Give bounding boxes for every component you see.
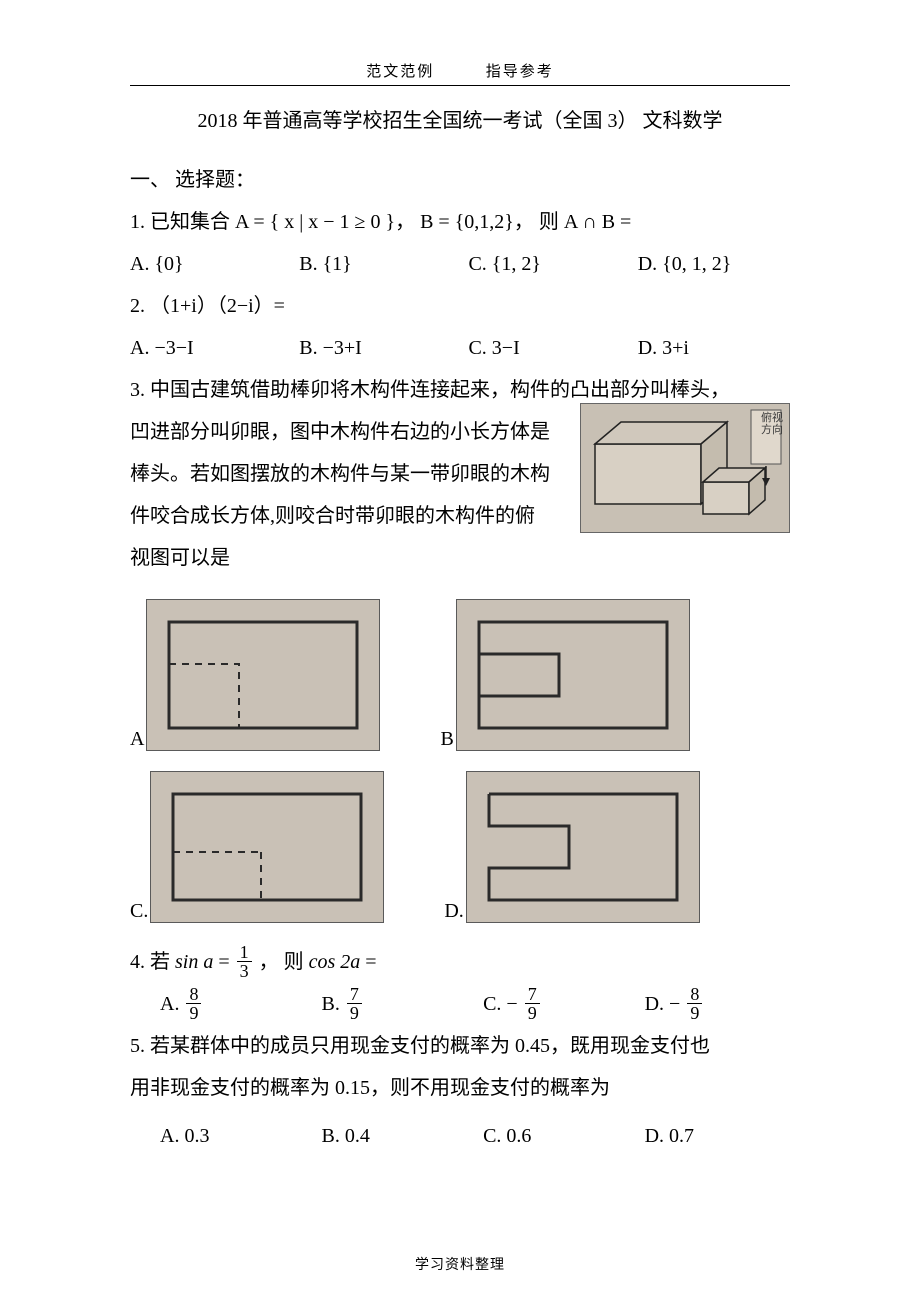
q4-frac1-n: 1 xyxy=(237,943,252,962)
q3-label-d: D. xyxy=(444,900,463,923)
q1-prefix: 1. 已知集合 xyxy=(130,211,235,233)
q4-cos: cos 2a xyxy=(309,951,361,973)
q1-tail: 则 A ∩ B = xyxy=(539,211,631,233)
q3-label-b: B xyxy=(440,728,453,751)
q3-label-a: A xyxy=(130,728,144,751)
page: 范文范例 指导参考 2018 年普通高等学校招生全国统一考试（全国 3） 文科数… xyxy=(0,0,920,1302)
q3-block: 3. 中国古建筑借助棒卯将木构件连接起来，构件的凸出部分叫棒头， 凹进部分叫卯眼… xyxy=(130,369,790,579)
q2-opt-c: C. 3−I xyxy=(468,327,637,369)
q4-opt-a-label: A. xyxy=(160,993,179,1015)
q4-b-n: 7 xyxy=(347,985,362,1004)
q2-opt-a: A. −3−I xyxy=(130,327,299,369)
page-header: 范文范例 指导参考 xyxy=(130,60,790,86)
q4-tail: = xyxy=(365,951,376,973)
q1-stem: 1. 已知集合 A = { x | x − 1 ≥ 0 }， B = {0,1,… xyxy=(130,201,790,243)
q5-opt-d: D. 0.7 xyxy=(645,1115,790,1157)
q1-opt-c: C. {1, 2} xyxy=(468,243,637,285)
q3-thumb-b xyxy=(456,599,690,751)
q2-stem: 2. （1+i）（2−i）= xyxy=(130,285,790,327)
q3-l5: 视图可以是 xyxy=(130,537,570,579)
q5-opt-c: C. 0.6 xyxy=(483,1115,645,1157)
q4-opt-d-label: D. xyxy=(645,993,664,1015)
q3-l2: 凹进部分叫卯眼，图中木构件右边的小长方体是 xyxy=(130,411,570,453)
q4-a-d: 9 xyxy=(186,1004,201,1022)
q3-thumb-a xyxy=(146,599,380,751)
q1-opt-b: B. {1} xyxy=(299,243,468,285)
q4-d-d: 9 xyxy=(687,1004,702,1022)
q4-options: A. 8 9 B. 7 9 C. − 7 9 D. − 8 xyxy=(130,983,790,1025)
q4-opt-c: C. − 7 9 xyxy=(483,983,645,1025)
q1-setA: A = { x | x − 1 ≥ 0 }， xyxy=(235,211,415,233)
q4-a-n: 8 xyxy=(186,985,201,1004)
q5-l2: 用非现金支付的概率为 0.15，则不用现金支付的概率为 xyxy=(130,1067,790,1109)
q4-stem: 4. 若 sin a = 1 3 ， 则 cos 2a = xyxy=(130,941,790,983)
page-footer: 学习资料整理 xyxy=(0,1254,920,1274)
q4-sin: sin a xyxy=(175,951,213,973)
q4-mid: ， 则 xyxy=(259,951,309,973)
q4-prefix: 4. 若 xyxy=(130,951,175,973)
q5-opt-b: B. 0.4 xyxy=(322,1115,484,1157)
q3-choice-d: D. xyxy=(444,771,699,923)
q3-l3: 棒头。若如图摆放的木构件与某一带卯眼的木构 xyxy=(130,453,570,495)
q3-thumb-c xyxy=(150,771,384,923)
section-heading: 一、 选择题： xyxy=(130,159,790,201)
q4-d-n: 8 xyxy=(687,985,702,1004)
q5-l1: 5. 若某群体中的成员只用现金支付的概率为 0.45，既用现金支付也 xyxy=(130,1025,790,1067)
q1-setB: B = {0,1,2}， xyxy=(420,211,534,233)
q4-c-d: 9 xyxy=(525,1004,540,1022)
header-left: 范文范例 xyxy=(366,64,434,80)
q3-l4: 件咬合成长方体,则咬合时带卯眼的木构件的俯 xyxy=(130,495,570,537)
q3-choices-row1: A B xyxy=(130,599,790,751)
q3-figure: 俯视方向 xyxy=(580,403,790,533)
exam-title: 2018 年普通高等学校招生全国统一考试（全国 3） 文科数学 xyxy=(130,104,790,133)
q4-opt-c-label: C. xyxy=(483,993,501,1015)
q5-opt-a: A. 0.3 xyxy=(160,1115,322,1157)
q2-options: A. −3−I B. −3+I C. 3−I D. 3+i xyxy=(130,327,790,369)
q3-choices-row2: C. D. xyxy=(130,771,790,923)
q3-thumb-d xyxy=(466,771,700,923)
q1-opt-a: A. {0} xyxy=(130,243,299,285)
q4-eq: = xyxy=(218,951,234,973)
header-right: 指导参考 xyxy=(486,64,554,80)
q3-choice-c: C. xyxy=(130,771,384,923)
q4-frac1: 1 3 xyxy=(237,943,252,980)
q4-b-d: 9 xyxy=(347,1004,362,1022)
q4-opt-d: D. − 8 9 xyxy=(645,983,790,1025)
q3-choice-a: A xyxy=(130,599,380,751)
q4-opt-a: A. 8 9 xyxy=(160,983,322,1025)
q4-opt-a-frac: 8 9 xyxy=(186,985,201,1022)
q5-options: A. 0.3 B. 0.4 C. 0.6 D. 0.7 xyxy=(130,1115,790,1157)
q4-opt-b: B. 7 9 xyxy=(322,983,484,1025)
q4-opt-c-frac: 7 9 xyxy=(525,985,540,1022)
q3-label-c: C. xyxy=(130,900,148,923)
q2-opt-b: B. −3+I xyxy=(299,327,468,369)
q4-c-n: 7 xyxy=(525,985,540,1004)
q4-opt-d-frac: 8 9 xyxy=(687,985,702,1022)
q3-choice-b: B xyxy=(440,599,689,751)
q1-opt-d: D. {0, 1, 2} xyxy=(638,243,790,285)
q2-opt-d: D. 3+i xyxy=(638,327,790,369)
q4-frac1-d: 3 xyxy=(237,962,252,980)
q1-options: A. {0} B. {1} C. {1, 2} D. {0, 1, 2} xyxy=(130,243,790,285)
q3-figure-label: 俯视方向 xyxy=(759,412,785,436)
q4-opt-b-frac: 7 9 xyxy=(347,985,362,1022)
q4-opt-b-label: B. xyxy=(322,993,340,1015)
